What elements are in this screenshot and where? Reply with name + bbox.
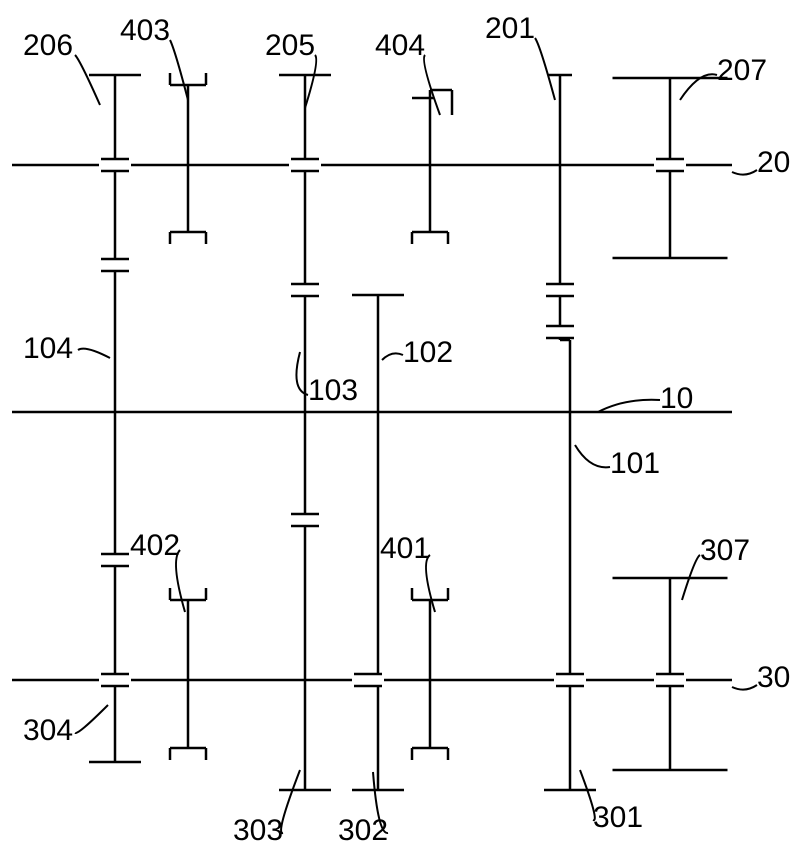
schematic-diagram: 20 10 30 206 403 205 404 201 207 104 103 102 101 402 4… — [0, 0, 800, 857]
label-303: 303 — [233, 814, 283, 847]
label-401: 401 — [380, 532, 430, 565]
label-206: 206 — [23, 29, 73, 62]
label-205: 205 — [265, 29, 315, 62]
label-102: 102 — [403, 336, 453, 369]
label-103: 103 — [308, 374, 358, 407]
label-104: 104 — [23, 332, 73, 365]
label-307: 307 — [700, 534, 750, 567]
label-30: 30 — [757, 661, 790, 694]
label-10: 10 — [660, 382, 693, 415]
label-20: 20 — [757, 146, 790, 179]
label-304: 304 — [23, 714, 73, 747]
label-201: 201 — [485, 12, 535, 45]
label-402: 402 — [130, 529, 180, 562]
label-302: 302 — [338, 814, 388, 847]
label-404: 404 — [375, 29, 425, 62]
label-301: 301 — [593, 801, 643, 834]
label-403: 403 — [120, 14, 170, 47]
label-207: 207 — [717, 54, 767, 87]
label-101: 101 — [610, 447, 660, 480]
